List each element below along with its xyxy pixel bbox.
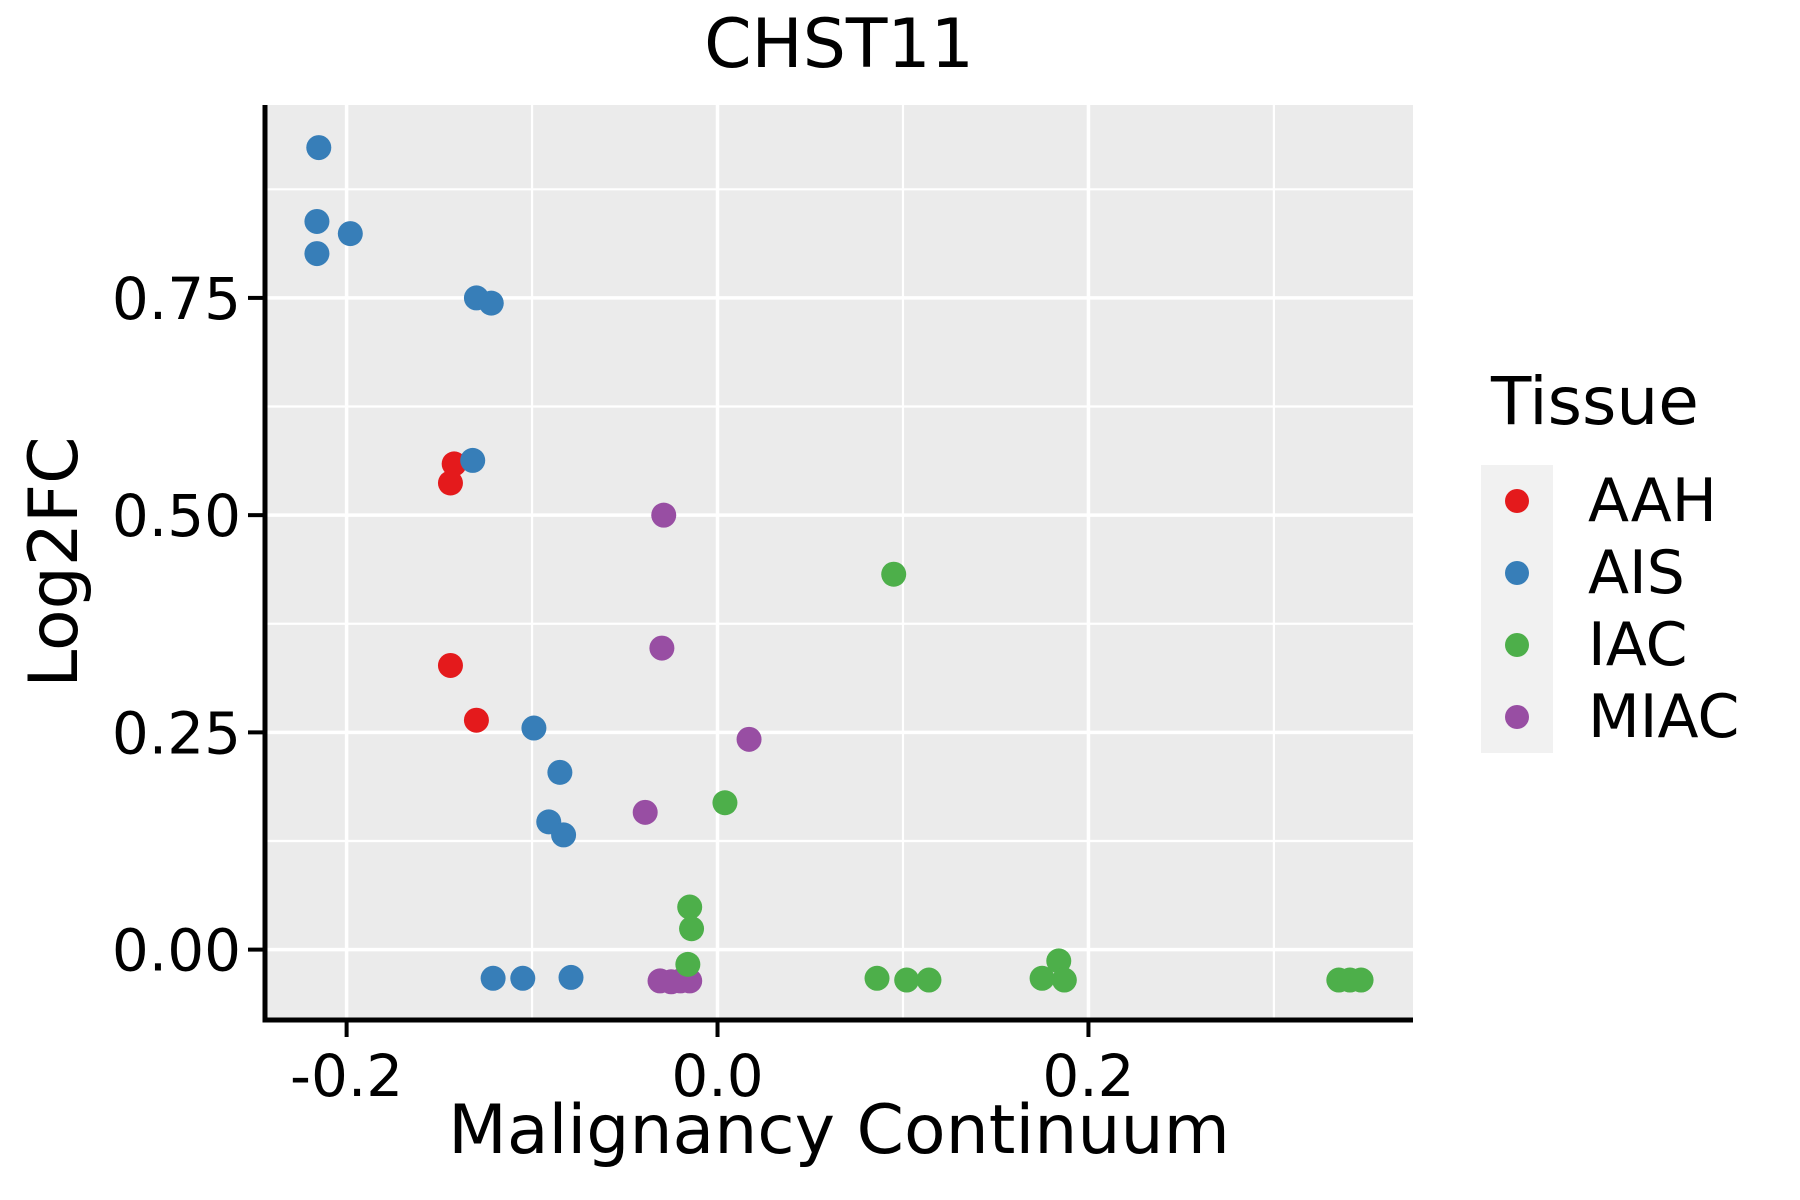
x-axis-title: Malignancy Continuum: [448, 1091, 1230, 1170]
legend-key: [1481, 609, 1553, 682]
data-point-ais: [304, 241, 330, 267]
y-tick-label: 0.00: [112, 917, 241, 985]
legend-entry-iac: IAC: [1481, 609, 1739, 682]
data-point-ais: [304, 208, 330, 234]
data-point-ais: [480, 965, 506, 991]
data-point-miac: [651, 502, 677, 528]
legend-title: Tissue: [1491, 363, 1699, 440]
data-point-ais: [551, 822, 577, 848]
data-point-ais: [478, 290, 504, 316]
data-point-miac: [632, 799, 658, 825]
x-tick-label: 0.2: [1042, 1042, 1134, 1110]
data-point-ais: [558, 964, 584, 990]
legend-label: AIS: [1588, 538, 1685, 609]
legend-key: [1481, 465, 1553, 538]
chart-title: CHST11: [704, 5, 974, 84]
legend-entry-ais: AIS: [1481, 537, 1739, 610]
legend-dot-iac: [1505, 633, 1529, 658]
data-point-ais: [510, 965, 536, 991]
x-tick-label: -0.2: [290, 1042, 403, 1110]
legend-dot-aah: [1505, 489, 1529, 514]
data-point-aah: [437, 470, 463, 496]
data-point-iac: [1029, 965, 1055, 991]
legend-entry-miac: MIAC: [1481, 681, 1740, 754]
data-point-aah: [441, 451, 467, 477]
legend-dot-ais: [1505, 561, 1529, 586]
y-tick-label: 0.50: [112, 482, 241, 550]
legend-label: MIAC: [1588, 682, 1740, 753]
legend: Tissue AAH AIS IAC MIAC: [1481, 362, 1740, 754]
legend-key: [1481, 537, 1553, 610]
data-point-iac: [1051, 967, 1077, 993]
data-point-iac: [712, 790, 738, 816]
data-point-ais: [521, 715, 547, 741]
data-point-iac: [894, 967, 920, 993]
data-point-iac: [881, 561, 907, 587]
legend-entries: AAH AIS IAC MIAC: [1481, 465, 1740, 754]
data-point-ais: [306, 135, 332, 161]
x-tick-label: 0.0: [671, 1042, 763, 1110]
data-point-iac: [916, 967, 942, 993]
data-point-miac: [649, 635, 675, 661]
legend-entry-aah: AAH: [1481, 465, 1739, 538]
y-tick-label: 0.75: [112, 265, 241, 333]
data-point-aah: [437, 652, 463, 678]
data-point-aah: [463, 707, 489, 733]
legend-label: IAC: [1588, 610, 1688, 681]
data-point-iac: [1348, 967, 1374, 993]
data-point-miac: [736, 726, 762, 752]
data-point-ais: [547, 759, 573, 785]
data-point-iac: [677, 894, 703, 920]
data-point-ais: [337, 221, 363, 247]
data-point-iac: [864, 965, 890, 991]
data-point-iac: [679, 916, 705, 942]
legend-dot-miac: [1505, 705, 1529, 730]
legend-key: [1481, 681, 1553, 754]
data-point-iac: [1046, 948, 1072, 974]
y-axis-title: Log2FC: [15, 436, 94, 688]
panel-background: [265, 105, 1413, 1020]
y-tick-label: 0.25: [112, 699, 241, 767]
data-point-iac: [675, 951, 701, 977]
data-point-ais: [460, 447, 486, 473]
legend-label: AAH: [1588, 466, 1717, 537]
